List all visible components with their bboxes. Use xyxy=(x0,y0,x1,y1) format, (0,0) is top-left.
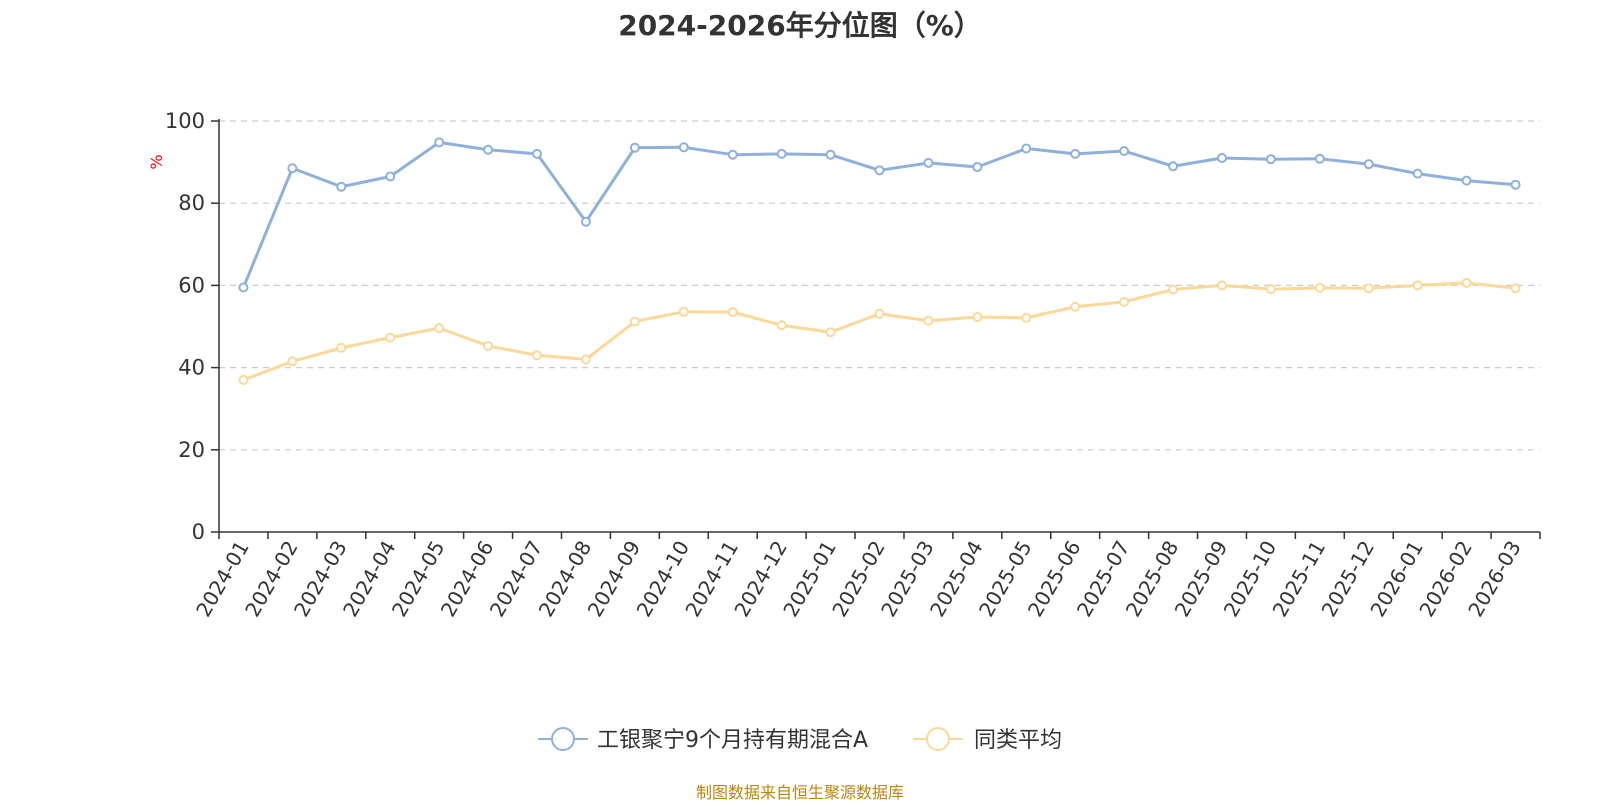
legend-label: 同类平均 xyxy=(974,728,1062,753)
data-point xyxy=(1461,175,1472,186)
data-point xyxy=(532,148,543,159)
legend-item-1[interactable]: 工银聚宁9个月持有期混合A xyxy=(538,727,868,753)
data-point xyxy=(1314,153,1325,164)
data-point xyxy=(727,149,738,160)
data-point xyxy=(1314,282,1325,293)
data-point xyxy=(727,307,738,318)
data-point xyxy=(434,137,445,148)
legend-label: 工银聚宁9个月持有期混合A xyxy=(597,728,868,753)
data-point xyxy=(874,165,885,176)
data-point xyxy=(238,374,249,385)
y-axis-unit: % xyxy=(147,154,166,169)
series-line xyxy=(242,140,1516,289)
data-point xyxy=(1265,284,1276,295)
data-point xyxy=(434,323,445,334)
data-point xyxy=(1216,280,1227,291)
data-point xyxy=(923,157,934,168)
legend-marker xyxy=(926,727,950,751)
chart-title: 2024-2026年分位图（%） xyxy=(618,9,982,42)
data-point xyxy=(825,327,836,338)
y-tick-label: 20 xyxy=(178,438,205,462)
data-point xyxy=(1168,284,1179,295)
data-point xyxy=(1119,296,1130,307)
y-tick-label: 40 xyxy=(178,356,205,380)
y-tick-label: 80 xyxy=(178,191,205,215)
data-point xyxy=(825,149,836,160)
data-point xyxy=(1070,301,1081,312)
legend-marker xyxy=(551,727,575,751)
y-tick-label: 60 xyxy=(178,273,205,297)
data-point xyxy=(385,171,396,182)
data-point xyxy=(1412,280,1423,291)
series-1 xyxy=(238,137,1521,293)
y-tick-label: 0 xyxy=(192,520,205,544)
data-point xyxy=(874,308,885,319)
data-point xyxy=(287,163,298,174)
data-point xyxy=(580,216,591,227)
y-tick-label: 100 xyxy=(165,109,205,133)
data-point xyxy=(580,354,591,365)
data-point xyxy=(923,315,934,326)
data-point xyxy=(336,342,347,353)
series-line xyxy=(242,281,1516,382)
legend-item-2[interactable]: 同类平均 xyxy=(913,727,1062,753)
data-point xyxy=(1461,277,1472,288)
data-point xyxy=(483,340,494,351)
axes: 020406080100%2024-012024-022024-032024-0… xyxy=(147,109,1541,621)
data-point xyxy=(1070,148,1081,159)
data-point xyxy=(1216,152,1227,163)
series-lines xyxy=(238,137,1521,385)
data-point xyxy=(483,144,494,155)
data-point xyxy=(1510,179,1521,190)
data-point xyxy=(1363,283,1374,294)
data-point xyxy=(972,162,983,173)
data-point xyxy=(287,356,298,367)
legend[interactable]: 工银聚宁9个月持有期混合A 同类平均 xyxy=(538,727,1062,753)
source-note: 制图数据来自恒生聚源数据库 xyxy=(695,783,904,802)
data-point xyxy=(238,282,249,293)
data-point xyxy=(1412,168,1423,179)
data-point xyxy=(336,181,347,192)
series-2 xyxy=(238,277,1521,385)
data-point xyxy=(532,350,543,361)
data-point xyxy=(776,320,787,331)
data-point xyxy=(678,142,689,153)
data-point xyxy=(1021,312,1032,323)
data-point xyxy=(629,142,640,153)
data-point xyxy=(1510,283,1521,294)
data-point xyxy=(1265,154,1276,165)
data-point xyxy=(678,306,689,317)
data-point xyxy=(1119,146,1130,157)
data-point xyxy=(385,332,396,343)
data-point xyxy=(1021,143,1032,154)
data-point xyxy=(1168,161,1179,172)
data-point xyxy=(776,148,787,159)
data-point xyxy=(972,312,983,323)
data-point xyxy=(1363,159,1374,170)
data-point xyxy=(629,316,640,327)
